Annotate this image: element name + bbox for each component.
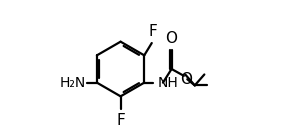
Text: NH: NH <box>157 76 178 90</box>
Text: H₂N: H₂N <box>60 76 86 90</box>
Text: F: F <box>116 113 125 128</box>
Text: F: F <box>148 24 157 39</box>
Text: O: O <box>180 72 192 87</box>
Text: O: O <box>166 31 178 46</box>
